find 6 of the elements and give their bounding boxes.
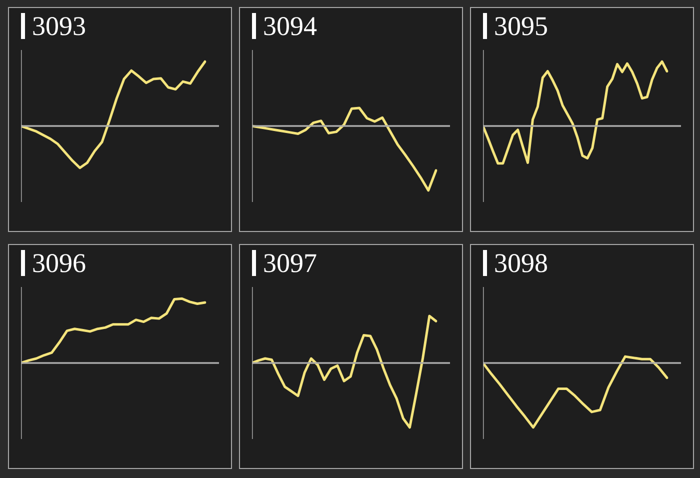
chart-title: 3098	[494, 247, 548, 279]
chart-title: 3094	[263, 10, 317, 42]
chart-title: 3096	[32, 247, 86, 279]
chart-title: 3095	[494, 10, 548, 42]
chart-title: 3097	[263, 247, 317, 279]
chart-title: 3093	[32, 10, 86, 42]
